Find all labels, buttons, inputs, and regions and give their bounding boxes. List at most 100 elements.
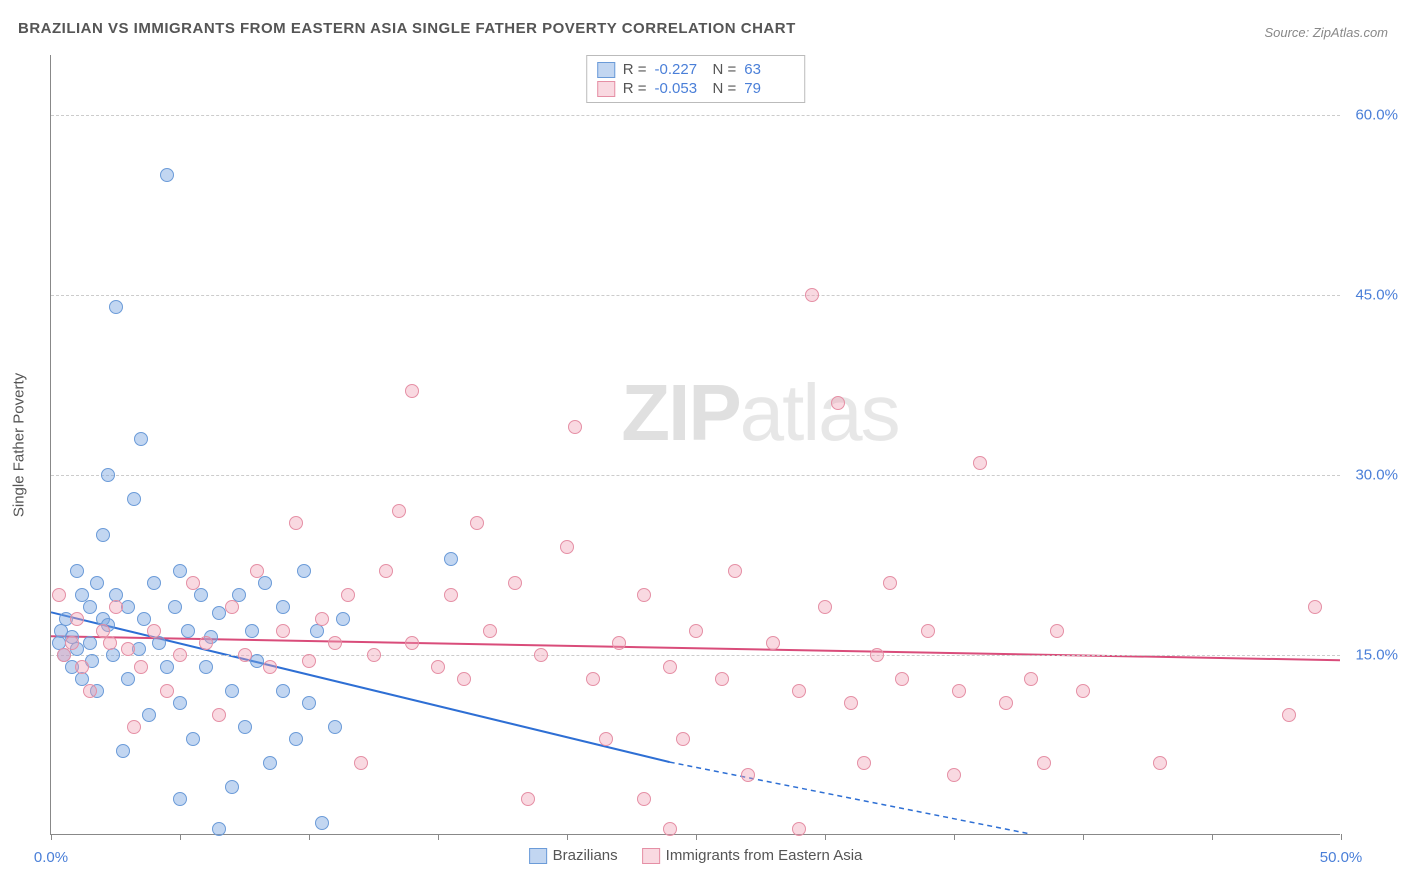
- x-tick: [438, 834, 439, 840]
- data-point-eastern_asia: [212, 708, 226, 722]
- data-point-brazilians: [310, 624, 324, 638]
- data-point-eastern_asia: [1024, 672, 1038, 686]
- data-point-eastern_asia: [341, 588, 355, 602]
- data-point-eastern_asia: [199, 636, 213, 650]
- data-point-eastern_asia: [392, 504, 406, 518]
- legend-label-0: Brazilians: [553, 847, 618, 864]
- data-point-eastern_asia: [276, 624, 290, 638]
- r-label: R =: [623, 61, 647, 78]
- data-point-brazilians: [109, 300, 123, 314]
- data-point-brazilians: [181, 624, 195, 638]
- data-point-eastern_asia: [883, 576, 897, 590]
- data-point-eastern_asia: [65, 636, 79, 650]
- legend-item-0: Brazilians: [529, 847, 618, 864]
- data-point-eastern_asia: [831, 396, 845, 410]
- data-point-eastern_asia: [121, 642, 135, 656]
- legend-label-1: Immigrants from Eastern Asia: [666, 847, 863, 864]
- x-tick-label: 0.0%: [34, 849, 68, 866]
- data-point-eastern_asia: [57, 648, 71, 662]
- data-point-eastern_asia: [947, 768, 961, 782]
- watermark: ZIPatlas: [621, 367, 898, 459]
- data-point-brazilians: [127, 492, 141, 506]
- data-point-brazilians: [90, 576, 104, 590]
- data-point-brazilians: [315, 816, 329, 830]
- data-point-brazilians: [137, 612, 151, 626]
- data-point-eastern_asia: [534, 648, 548, 662]
- data-point-brazilians: [142, 708, 156, 722]
- data-point-eastern_asia: [818, 600, 832, 614]
- data-point-eastern_asia: [792, 684, 806, 698]
- data-point-eastern_asia: [147, 624, 161, 638]
- data-point-eastern_asia: [1153, 756, 1167, 770]
- data-point-brazilians: [168, 600, 182, 614]
- n-label: N =: [713, 61, 737, 78]
- data-point-brazilians: [121, 600, 135, 614]
- y-tick-label: 60.0%: [1355, 107, 1398, 124]
- plot-area: Single Father Poverty ZIPatlas R = -0.22…: [50, 55, 1340, 835]
- data-point-eastern_asia: [805, 288, 819, 302]
- data-point-eastern_asia: [127, 720, 141, 734]
- data-point-eastern_asia: [289, 516, 303, 530]
- data-point-eastern_asia: [952, 684, 966, 698]
- data-point-eastern_asia: [379, 564, 393, 578]
- r-label: R =: [623, 80, 647, 97]
- data-point-brazilians: [194, 588, 208, 602]
- data-point-eastern_asia: [844, 696, 858, 710]
- gridline-h: [51, 295, 1340, 296]
- data-point-brazilians: [173, 792, 187, 806]
- data-point-brazilians: [336, 612, 350, 626]
- x-tick: [309, 834, 310, 840]
- data-point-brazilians: [297, 564, 311, 578]
- data-point-eastern_asia: [999, 696, 1013, 710]
- data-point-brazilians: [258, 576, 272, 590]
- data-point-eastern_asia: [637, 792, 651, 806]
- legend-swatch-1: [642, 848, 660, 864]
- data-point-brazilians: [225, 780, 239, 794]
- data-point-brazilians: [302, 696, 316, 710]
- data-point-eastern_asia: [560, 540, 574, 554]
- data-point-brazilians: [276, 600, 290, 614]
- data-point-brazilians: [276, 684, 290, 698]
- data-point-brazilians: [121, 672, 135, 686]
- legend-item-1: Immigrants from Eastern Asia: [642, 847, 863, 864]
- x-tick: [1083, 834, 1084, 840]
- data-point-eastern_asia: [586, 672, 600, 686]
- data-point-brazilians: [238, 720, 252, 734]
- data-point-brazilians: [70, 564, 84, 578]
- data-point-brazilians: [444, 552, 458, 566]
- n-label: N =: [713, 80, 737, 97]
- source-attribution: Source: ZipAtlas.com: [1264, 25, 1388, 40]
- data-point-eastern_asia: [134, 660, 148, 674]
- data-point-eastern_asia: [973, 456, 987, 470]
- data-point-eastern_asia: [186, 576, 200, 590]
- data-point-eastern_asia: [568, 420, 582, 434]
- data-point-eastern_asia: [367, 648, 381, 662]
- data-point-eastern_asia: [921, 624, 935, 638]
- data-point-eastern_asia: [405, 384, 419, 398]
- data-point-brazilians: [250, 654, 264, 668]
- data-point-eastern_asia: [70, 612, 84, 626]
- gridline-h: [51, 115, 1340, 116]
- data-point-brazilians: [186, 732, 200, 746]
- x-tick-label: 50.0%: [1320, 849, 1363, 866]
- x-tick: [180, 834, 181, 840]
- data-point-eastern_asia: [637, 588, 651, 602]
- n-value-0: 63: [744, 61, 794, 78]
- data-point-eastern_asia: [599, 732, 613, 746]
- data-point-brazilians: [152, 636, 166, 650]
- data-point-eastern_asia: [52, 588, 66, 602]
- data-point-eastern_asia: [444, 588, 458, 602]
- data-point-eastern_asia: [83, 684, 97, 698]
- data-point-eastern_asia: [250, 564, 264, 578]
- data-point-eastern_asia: [315, 612, 329, 626]
- data-point-eastern_asia: [676, 732, 690, 746]
- data-point-brazilians: [245, 624, 259, 638]
- data-point-eastern_asia: [225, 600, 239, 614]
- data-point-brazilians: [212, 822, 226, 836]
- data-point-eastern_asia: [766, 636, 780, 650]
- data-point-brazilians: [328, 720, 342, 734]
- data-point-eastern_asia: [431, 660, 445, 674]
- data-point-brazilians: [160, 660, 174, 674]
- r-value-1: -0.053: [655, 80, 705, 97]
- y-tick-label: 15.0%: [1355, 647, 1398, 664]
